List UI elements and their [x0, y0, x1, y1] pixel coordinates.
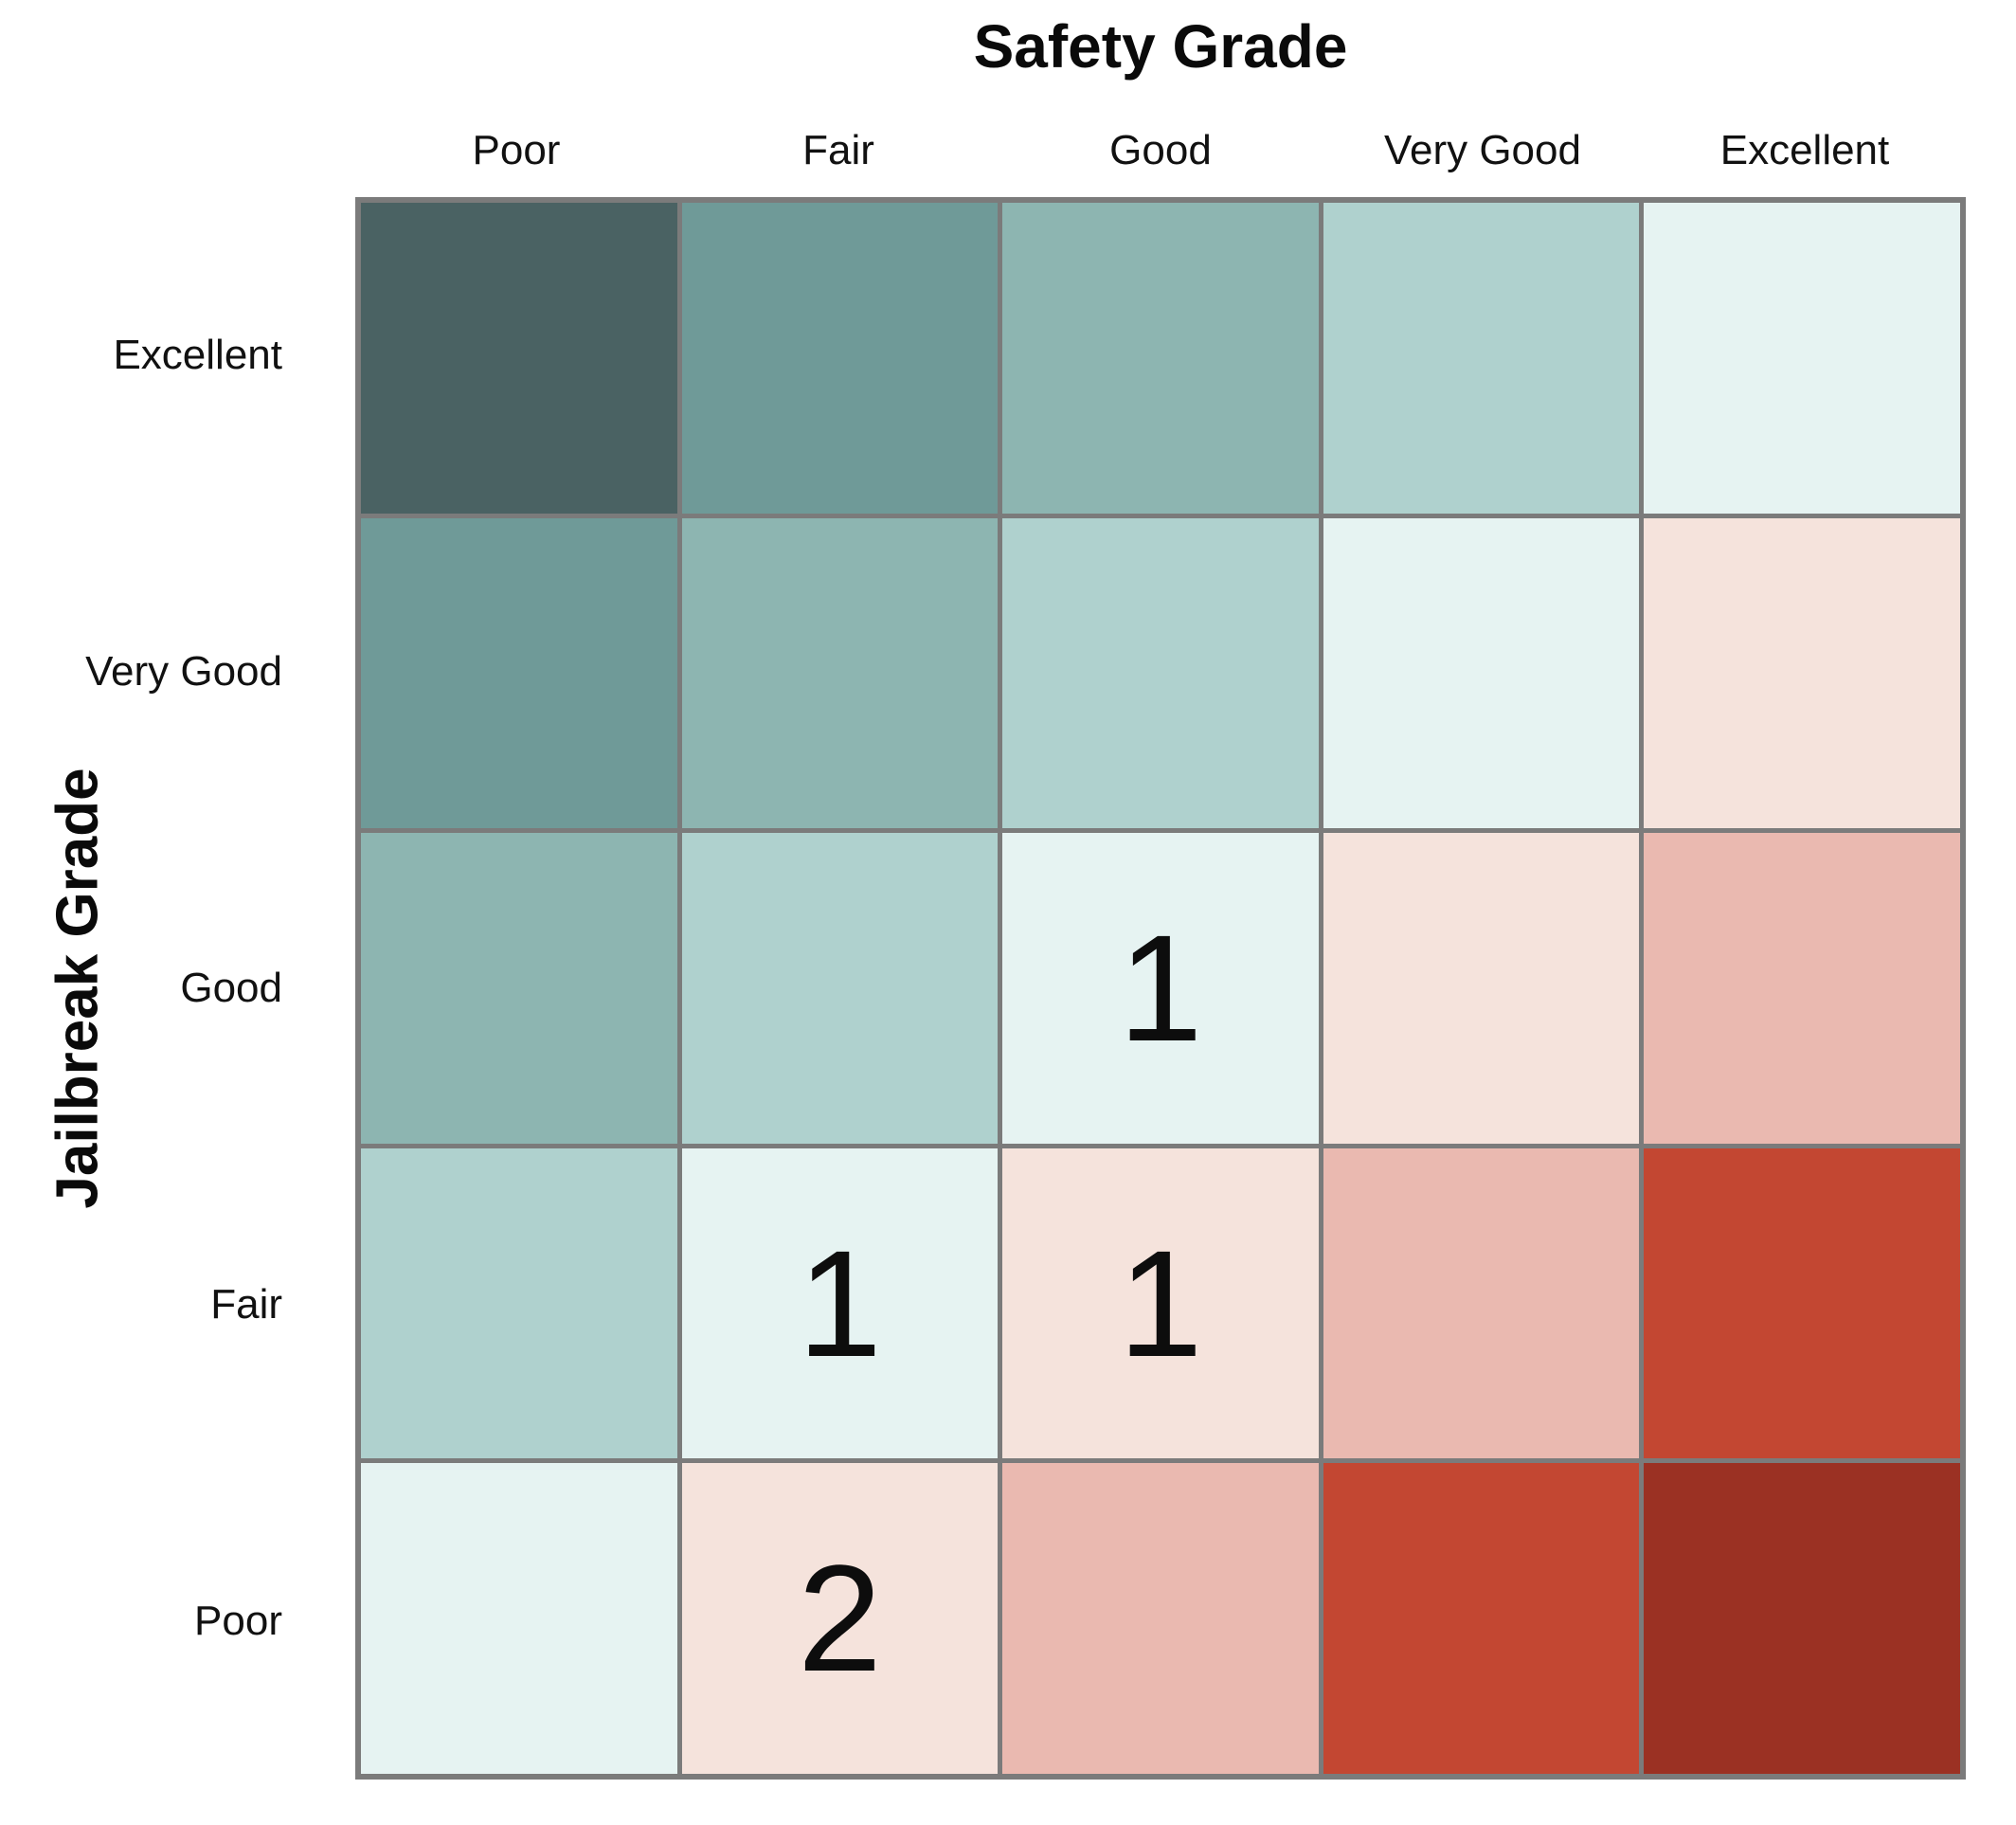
heatmap-cell: [681, 833, 999, 1144]
row-label: Very Good: [85, 648, 282, 695]
column-header: Fair: [802, 127, 874, 173]
x-axis-title: Safety Grade: [973, 12, 1348, 81]
row-label: Good: [180, 965, 282, 1011]
heatmap-cell: [1323, 1147, 1640, 1459]
heatmap-cell: [1644, 833, 1960, 1144]
heatmap-cell: [361, 1463, 677, 1774]
heatmap-cell: [1323, 517, 1640, 829]
heatmap-cell: 2: [681, 1463, 999, 1774]
x-tick-labels: Poor Fair Good Very Good Excellent: [355, 112, 1966, 190]
column-header: Very Good: [1384, 127, 1581, 173]
heatmap-cell: [681, 517, 999, 829]
heatmap-cell: 1: [681, 1147, 999, 1459]
row-label: Poor: [194, 1598, 282, 1644]
cell-count: 1: [797, 1218, 882, 1388]
heatmap-cell: [361, 517, 677, 829]
heatmap-cell: [361, 833, 677, 1144]
heatmap-grid: 1 1 1 2: [355, 197, 1966, 1780]
heatmap-cell: [1002, 1463, 1319, 1774]
column-header: Poor: [472, 127, 561, 173]
heatmap-cell: [361, 1147, 677, 1459]
heatmap-cell: [1323, 1463, 1640, 1774]
heatmap-cell: [1644, 203, 1960, 514]
row-label: Excellent: [113, 332, 282, 378]
row-label: Fair: [210, 1281, 282, 1328]
heatmap-cell: [681, 203, 999, 514]
heatmap-cell: [1644, 1463, 1960, 1774]
heatmap-cell: [1002, 517, 1319, 829]
column-header: Good: [1109, 127, 1212, 173]
column-header: Excellent: [1719, 127, 1890, 173]
cell-count: 1: [1118, 1218, 1203, 1388]
heatmap-cell: 1: [1002, 1147, 1319, 1459]
heatmap-cell: 1: [1002, 833, 1319, 1144]
heatmap-cell: [1644, 517, 1960, 829]
cell-count: 2: [797, 1533, 882, 1704]
heatmap-cell: [361, 203, 677, 514]
heatmap-cell: [1323, 203, 1640, 514]
heatmap-cell: [1323, 833, 1640, 1144]
heatmap-cell: [1002, 203, 1319, 514]
heatmap-cell: [1644, 1147, 1960, 1459]
cell-count: 1: [1118, 902, 1203, 1073]
y-tick-labels: Excellent Very Good Good Fair Poor: [0, 197, 320, 1780]
